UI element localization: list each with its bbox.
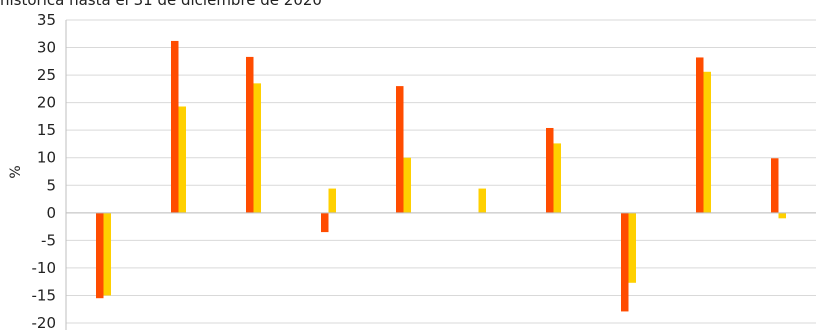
bar-series-2 [253,83,261,213]
bar-series-1 [546,127,554,213]
y-axis-label: % [8,165,24,178]
bar-series-1 [321,212,329,233]
y-tick-label: -5 [41,231,56,249]
bar-series-2 [178,106,186,213]
bar-series-1 [396,86,404,213]
y-axis: 35 30 25 20 15 10 5 0 -5 -10 -15 -20 [32,11,67,330]
bar-series-2 [403,157,411,213]
y-tick-label: 5 [46,176,56,194]
bar-series-2 [553,143,561,213]
y-tick-label: 35 [37,11,56,29]
y-tick-label: 25 [37,66,56,84]
bar-series-1 [771,158,779,213]
y-tick-label: -15 [32,286,57,304]
bar-series-1 [696,57,704,213]
y-tick-label: -10 [32,259,57,277]
bar-series-2 [778,212,786,219]
bar-series-2 [478,188,486,213]
bar-series-1 [621,212,629,312]
y-tick-label: 30 [37,39,56,57]
y-tick-label: 0 [46,204,56,222]
bar-series-1 [246,56,254,213]
bar-series-2 [328,188,336,213]
gridlines [66,19,816,324]
bar-series-2 [703,71,711,213]
bar-series-1 [171,40,179,213]
bar-series-1 [96,212,104,299]
y-tick-label: 15 [37,121,56,139]
bar-series-2 [103,212,111,296]
y-tick-label: 10 [37,149,56,167]
y-tick-label: -20 [32,314,57,330]
bar-series-2 [628,212,636,283]
bars [96,40,786,312]
chart-title: histórica hasta el 31 de diciembre de 20… [0,0,322,9]
y-tick-label: 20 [37,94,56,112]
